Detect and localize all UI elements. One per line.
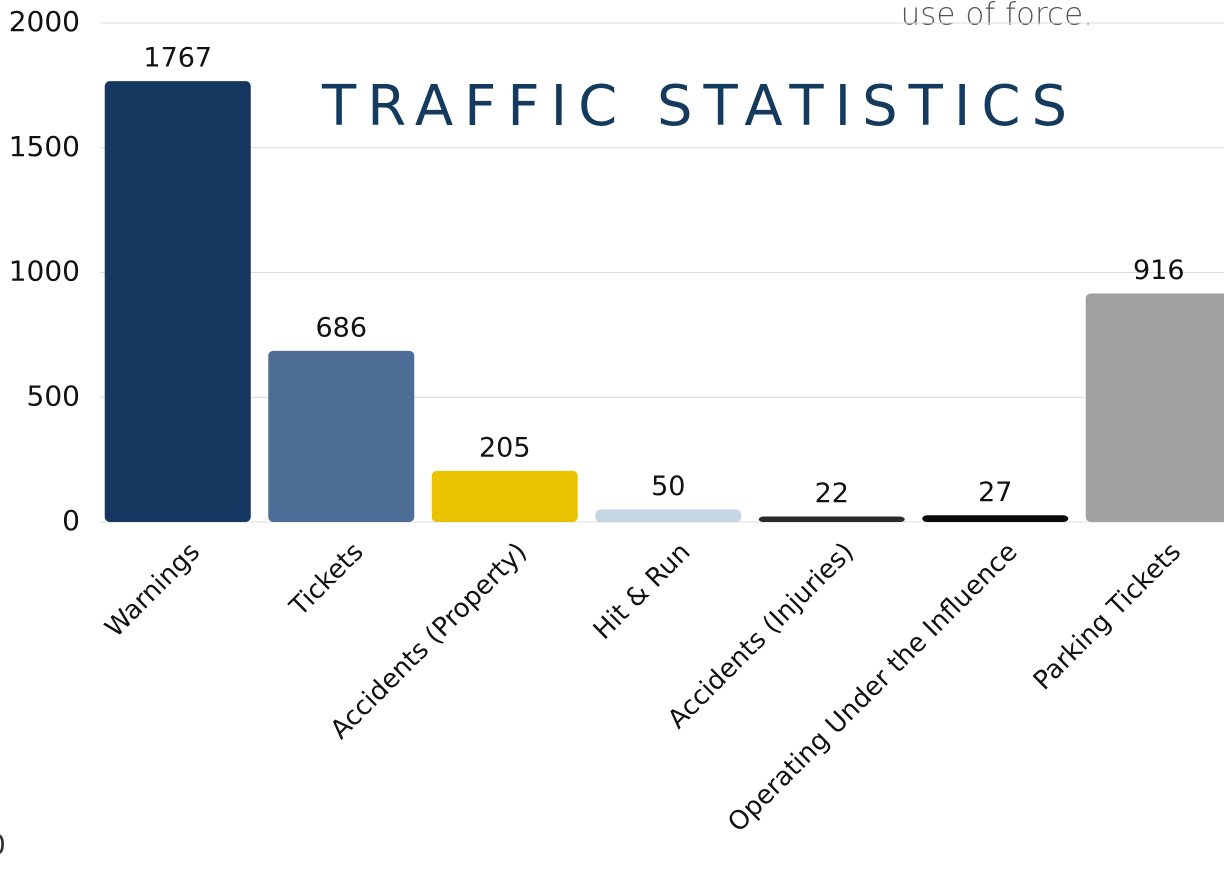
x-tick-label: Operating Under the Influence: [722, 537, 1023, 838]
value-label: 916: [1133, 255, 1185, 286]
x-tick-label: Parking Tickets: [1028, 537, 1187, 696]
y-tick-label: 0: [62, 504, 80, 537]
y-tick-label: 2000: [9, 5, 80, 38]
y-tick-label: 1500: [9, 130, 80, 163]
value-label: 205: [479, 432, 531, 463]
chart-title: TRAFFIC STATISTICS: [321, 74, 1078, 139]
bar: [758, 516, 905, 522]
x-tick-label: Accidents (Injuries): [662, 537, 860, 735]
value-label: 27: [978, 477, 1012, 508]
bar: [922, 515, 1069, 522]
bar: [595, 509, 742, 522]
bar: [431, 470, 578, 522]
bar: [104, 81, 251, 523]
x-tick-label: Warnings: [100, 537, 206, 643]
x-tick-label: Tickets: [284, 537, 370, 623]
y-tick-label: 500: [27, 379, 80, 412]
y-tick-label: 1000: [9, 255, 80, 288]
annotation: use of force.: [901, 0, 1093, 33]
value-label: 1767: [143, 43, 212, 74]
value-label: 22: [815, 478, 849, 509]
value-label: 686: [315, 312, 367, 343]
value-label: 50: [651, 471, 685, 502]
bar: [268, 350, 415, 522]
bar: [1085, 293, 1224, 522]
x-tick-label: Hit & Run: [588, 537, 697, 646]
annotation: 0: [0, 828, 6, 861]
